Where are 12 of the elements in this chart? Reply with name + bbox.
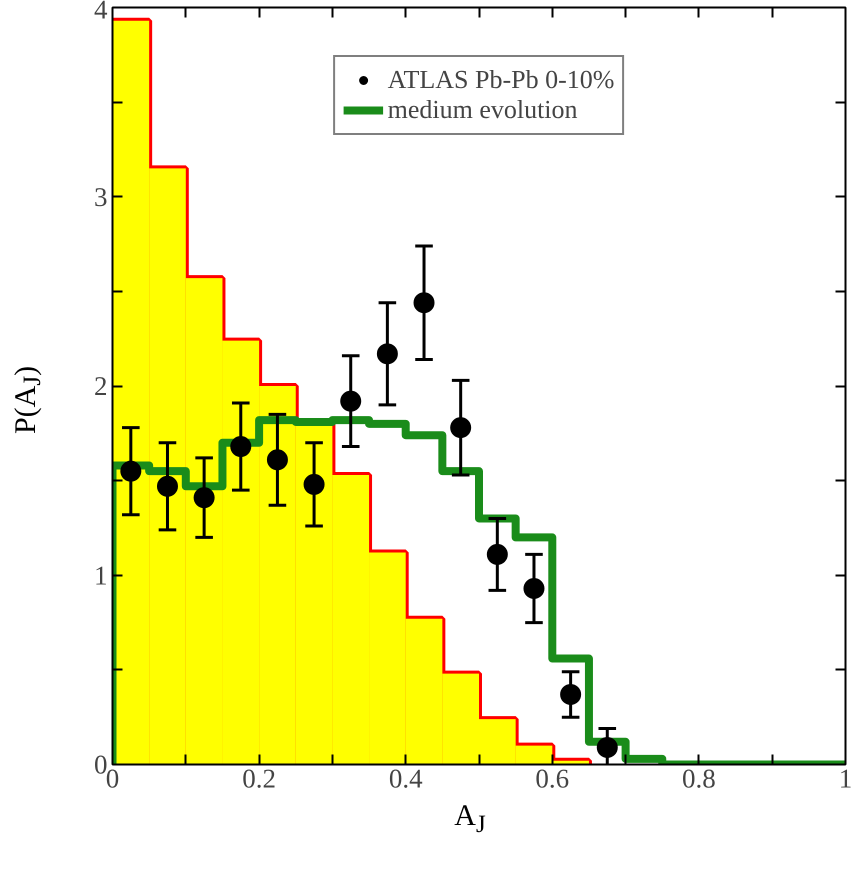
x-tick-label: 0.4 — [388, 764, 424, 794]
y-tick-label: 1 — [94, 560, 108, 590]
y-tick-label: 4 — [94, 0, 108, 24]
y-tick-label: 3 — [94, 182, 108, 212]
legend-label: medium evolution — [388, 95, 578, 125]
y-tick-label: 2 — [94, 371, 108, 401]
x-axis-title: A$_{J}$ — [454, 798, 486, 840]
x-tick-label: 0.8 — [682, 764, 716, 794]
x-tick-label: 1 — [838, 764, 852, 794]
legend-label: ATLAS Pb-Pb 0-10% — [388, 65, 614, 95]
x-tick-label: 0.6 — [535, 764, 570, 794]
x-tick-label: 0.2 — [242, 764, 276, 794]
